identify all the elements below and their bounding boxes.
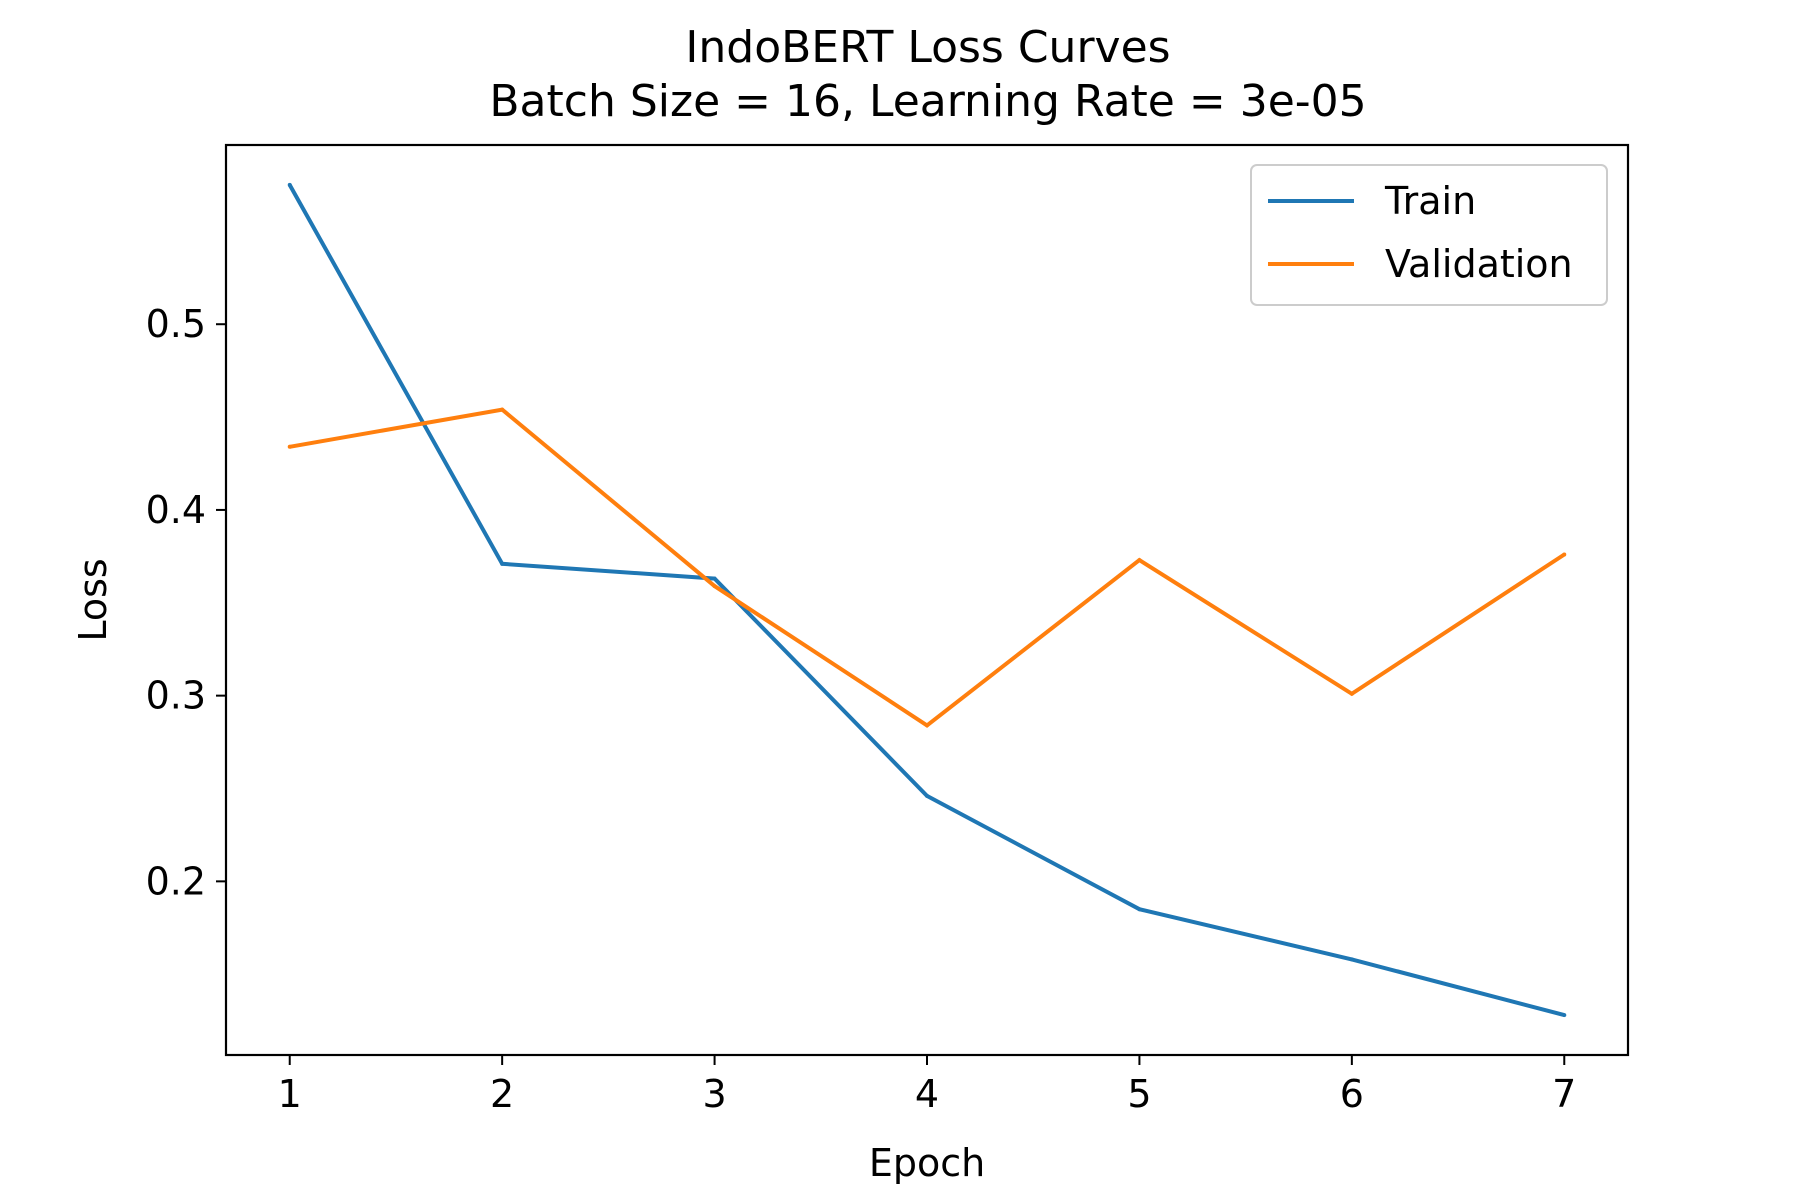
chart-subtitle: Batch Size = 16, Learning Rate = 3e-05 [489, 76, 1366, 127]
train-data-point [500, 561, 505, 566]
series-layer [287, 182, 1567, 1018]
train-data-point [925, 793, 929, 798]
x-tick-label: 4 [915, 1072, 939, 1116]
train-data-point [1349, 957, 1354, 962]
legend-validation-label: Validation [1385, 242, 1573, 286]
x-tick-label: 2 [490, 1072, 514, 1116]
y-tick-label: 0.5 [146, 302, 206, 346]
x-tick-label: 5 [1127, 1072, 1151, 1116]
validation-data-point [712, 584, 717, 589]
y-axis-label: Loss [71, 558, 115, 641]
train-data-point [1562, 1013, 1567, 1018]
validation-data-point [500, 407, 505, 412]
x-tick-label: 3 [702, 1072, 726, 1116]
train-data-point [712, 576, 717, 581]
x-axis-label: Epoch [869, 1141, 985, 1185]
validation-data-point [1562, 552, 1567, 557]
y-tick-label: 0.2 [146, 859, 206, 903]
train-data-point [287, 182, 292, 187]
validation-data-point [287, 444, 292, 449]
x-tick-label: 6 [1340, 1072, 1364, 1116]
y-tick-label: 0.3 [146, 674, 206, 718]
y-tick-label: 0.4 [146, 488, 206, 532]
x-tick-label: 1 [278, 1072, 302, 1116]
ticks-layer: 1 2 3 4 5 6 7 0.2 0.3 0.4 0.5 [146, 302, 1577, 1116]
x-tick-label: 7 [1552, 1072, 1576, 1116]
train-data-point [1137, 907, 1142, 912]
validation-data-point [1349, 691, 1354, 696]
validation-data-point [925, 723, 929, 728]
legend: Train Validation [1250, 164, 1608, 306]
chart-title: IndoBERT Loss Curves [685, 22, 1170, 73]
legend-train-label: Train [1384, 179, 1476, 223]
validation-data-point [1137, 558, 1142, 563]
